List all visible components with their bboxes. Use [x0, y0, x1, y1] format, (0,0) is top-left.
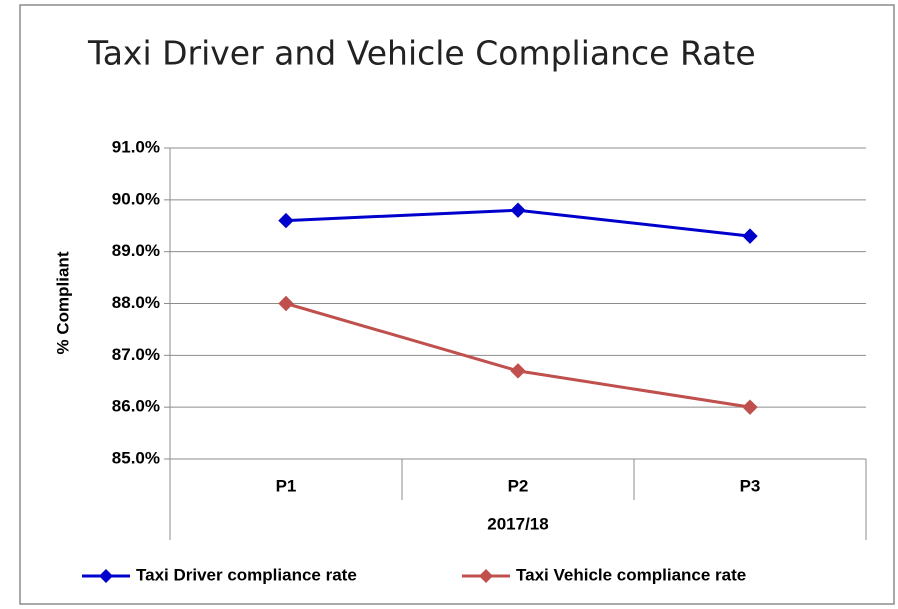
- legend-marker: [479, 569, 493, 583]
- x-tick-label: P2: [508, 476, 529, 495]
- legend-marker: [99, 569, 113, 583]
- legend-label: Taxi Vehicle compliance rate: [516, 565, 746, 584]
- chart-title: Taxi Driver and Vehicle Compliance Rate: [87, 34, 756, 73]
- x-tick-label: P1: [276, 476, 297, 495]
- x-tick-label: P3: [740, 476, 761, 495]
- y-tick-label: 91.0%: [112, 137, 160, 156]
- legend-label: Taxi Driver compliance rate: [136, 565, 357, 584]
- y-tick-label: 85.0%: [112, 448, 160, 467]
- y-tick-label: 86.0%: [112, 397, 160, 416]
- y-tick-label: 90.0%: [112, 189, 160, 208]
- data-point: [278, 295, 294, 312]
- y-tick-label: 88.0%: [112, 293, 160, 312]
- data-point: [742, 228, 758, 244]
- y-axis-label: % Compliant: [53, 251, 72, 354]
- y-tick-label: 87.0%: [112, 345, 160, 364]
- y-tick-label: 89.0%: [112, 241, 160, 260]
- data-point: [742, 399, 758, 415]
- chart-frame: [19, 4, 895, 605]
- data-point: [278, 212, 294, 229]
- x-group-label: 2017/18: [487, 514, 548, 533]
- data-point: [510, 363, 526, 379]
- data-point: [510, 202, 526, 218]
